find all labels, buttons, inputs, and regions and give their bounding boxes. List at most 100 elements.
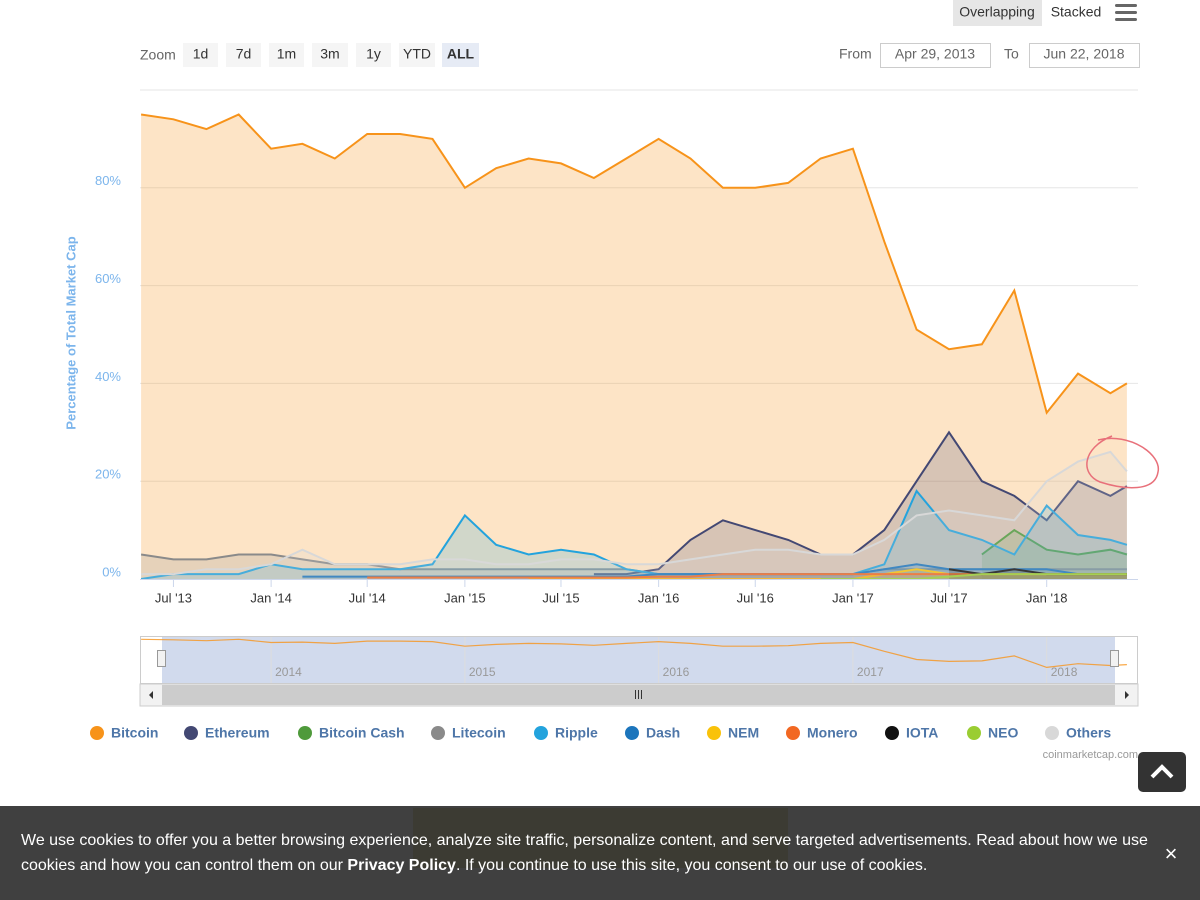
from-label: From [839,46,872,62]
cookie-banner [0,806,1200,900]
plot: 0% 20% 40% 60% 80% Jul '13 Jan '14 Jul '14 Jan '… [95,89,1138,605]
series-line [981,528,1128,556]
legend-marker [431,726,445,740]
series-area [528,569,1127,579]
y-tick-label: 40% [95,369,121,384]
series-area [820,574,1127,579]
legend: Bitcoin Ethereum Bitcoin Cash Litecoin Rippl… [90,725,1111,741]
legend-marker [298,726,312,740]
navigator-tick-label: 2017 [857,665,884,679]
zoom-button[interactable] [183,43,218,67]
x-tick-label: Jul '16 [737,590,774,605]
y-tick-label: 60% [95,271,121,286]
navigator-selection[interactable] [162,637,1115,683]
x-tick-label: Jul '14 [349,590,386,605]
zoom-button-label: 7d [236,46,252,62]
series-area [141,554,1127,579]
legend-marker [707,726,721,740]
x-tick-label: Jan '16 [638,590,680,605]
from-input[interactable] [880,43,991,68]
legend-marker [184,726,198,740]
zoom-button[interactable] [399,43,435,67]
legend-marker [885,726,899,740]
zoom-button[interactable] [312,43,348,67]
navigator-content: 2014 2015 2016 2017 2018 [141,637,1127,683]
zoom-button-label: ALL [447,46,475,62]
zoom-button[interactable] [269,43,304,67]
cookie-text: cookies and how you can control them on … [21,857,927,874]
x-tick-label: Jan '17 [832,590,874,605]
zoom-button[interactable] [442,43,479,67]
zoom-buttons: 1d 7d 1m 3m 1y YTD ALL [183,43,479,67]
legend-marker [90,726,104,740]
hand-drawn-circle [1086,435,1159,489]
legend-label[interactable]: Monero [807,725,858,741]
legend-marker [967,726,981,740]
legend-label[interactable]: Bitcoin Cash [319,725,405,741]
to-value: Jun 22, 2018 [1044,46,1125,62]
x-tick-label: Jan '18 [1026,590,1068,605]
from-value: Apr 29, 2013 [895,46,975,62]
series-area [302,564,1127,579]
close-button[interactable]: × [1165,841,1178,866]
navigator-tick-label: 2018 [1051,665,1078,679]
menu-icon[interactable] [1115,4,1137,21]
credit: coinmarketcap.com [1043,749,1138,761]
cookie-text-part: . If you continue to use this site, you … [456,857,927,874]
series-line [141,450,1128,576]
stacked-button[interactable]: Stacked [1051,4,1102,20]
x-tick-label: Jul '13 [155,590,192,605]
navigator-tick-label: 2015 [469,665,496,679]
legend-label[interactable]: IOTA [906,725,938,741]
navigator-tick-label: 2016 [663,665,690,679]
legend-label[interactable]: Dash [646,725,680,741]
x-tick-label: Jan '14 [250,590,292,605]
legend-label[interactable]: Ripple [555,725,598,741]
cookie-text: We use cookies to offer you a better bro… [21,832,1148,849]
scroll-left[interactable] [149,691,153,699]
legend-label[interactable]: Ethereum [205,725,270,741]
legend-label[interactable]: NEM [728,725,759,741]
legend-label[interactable]: Others [1066,725,1111,741]
y-tick-label: 0% [102,564,121,579]
legend-label[interactable]: Bitcoin [111,725,158,741]
zoom-label: Zoom [140,47,176,63]
series-area [141,451,1127,579]
navigator-handles[interactable] [157,650,1119,667]
scrollbar-grip [635,690,642,699]
zoom-button-label: 1m [277,46,296,62]
zoom-button-label: 1y [366,46,381,62]
x-tick-label: Jul '17 [930,590,967,605]
back-to-top[interactable] [1138,752,1186,792]
overlapping-label: Overlapping [959,4,1035,20]
x-tick-label: Jan '15 [444,590,486,605]
up-arrow [1150,764,1174,779]
legend-marker [625,726,639,740]
zoom-button-label: 1d [193,46,209,62]
privacy-link[interactable]: Privacy Policy [347,857,456,874]
zoom-button-label: YTD [403,46,431,62]
legend-marker [786,726,800,740]
zoom-button-label: 3m [320,46,339,62]
legend-label[interactable]: NEO [988,725,1018,741]
scroll-right[interactable] [1125,691,1129,699]
zoom-button[interactable] [226,43,261,67]
legend-marker [534,726,548,740]
navigator-line [141,638,1127,669]
legend-label[interactable]: Litecoin [452,725,506,741]
x-tick-label: Jul '15 [542,590,579,605]
zoom-button[interactable] [356,43,391,67]
to-label: To [1004,46,1019,62]
series-line [140,489,1128,580]
overlapping-button[interactable] [953,0,1042,26]
y-tick-label: 20% [95,467,121,482]
navigator-tick-label: 2014 [275,665,302,679]
series-line [593,430,1128,576]
to-input[interactable] [1029,43,1140,68]
series-area [593,432,1127,579]
y-axis-label: Percentage of Total Market Cap [63,236,78,429]
cookie-text-part: cookies and how you can control them on … [21,857,347,874]
y-tick-label: 80% [95,173,121,188]
series-area [981,530,1127,579]
